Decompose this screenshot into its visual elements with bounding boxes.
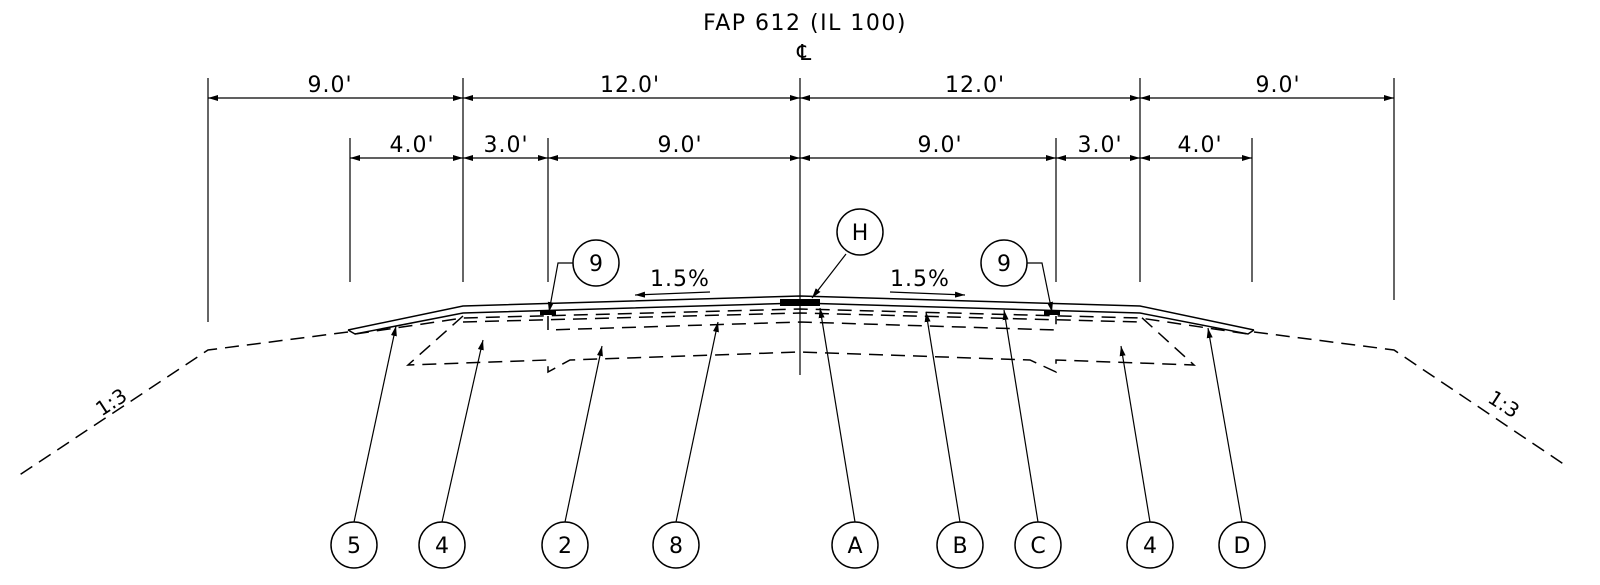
side-slope-right: 1:3: [1484, 385, 1524, 423]
callouts-bottom: 5 4 2 8 A B C 4 D: [330, 521, 1266, 569]
callout-9-right: 9: [997, 252, 1011, 277]
dim-right-pavement: 9.0': [917, 133, 962, 158]
dim-right-shoulder-inner: 3.0': [1077, 133, 1122, 158]
callout-4-right: 4: [1143, 534, 1157, 559]
cross-slope-left: 1.5%: [650, 267, 710, 292]
side-slope-left: 1:3: [91, 383, 131, 421]
callout-2: 2: [558, 534, 572, 559]
dim-right-shoulder-outer: 4.0': [1177, 133, 1222, 158]
side-slopes: 1:3 1:3: [14, 331, 1566, 479]
callout-5: 5: [347, 534, 361, 559]
pavement-section: [347, 295, 1255, 374]
callouts-top: 9 H 9: [547, 208, 1053, 313]
cross-slopes: 1.5% 1.5%: [634, 267, 966, 298]
callout-4-left: 4: [435, 534, 449, 559]
dim-left-shoulder-outer: 4.0': [389, 133, 434, 158]
centerline-symbol: ℄: [796, 41, 813, 66]
cross-slope-right: 1.5%: [890, 267, 950, 292]
dim-right-outer: 9.0': [1255, 73, 1300, 98]
dim-left-lane: 12.0': [600, 73, 660, 98]
drawing-title: FAP 612 (IL 100): [703, 11, 907, 36]
callout-8: 8: [669, 534, 683, 559]
dim-left-shoulder-inner: 3.0': [483, 133, 528, 158]
dim-left-outer: 9.0': [307, 73, 352, 98]
leader-lines: [353, 307, 1243, 523]
callout-D: D: [1234, 534, 1251, 559]
callout-9-left: 9: [589, 252, 603, 277]
callout-C: C: [1030, 534, 1045, 559]
centerline-joint: [780, 299, 820, 306]
dimension-row-1: 9.0' 12.0' 12.0' 9.0': [208, 73, 1394, 101]
extension-lines: [207, 78, 1395, 375]
dim-left-pavement: 9.0': [657, 133, 702, 158]
callout-A: A: [847, 534, 862, 559]
callout-H: H: [852, 221, 869, 246]
dimension-row-2: 4.0' 3.0' 9.0' 9.0' 3.0' 4.0': [350, 133, 1252, 161]
dim-right-lane: 12.0': [945, 73, 1005, 98]
callout-B: B: [952, 534, 967, 559]
